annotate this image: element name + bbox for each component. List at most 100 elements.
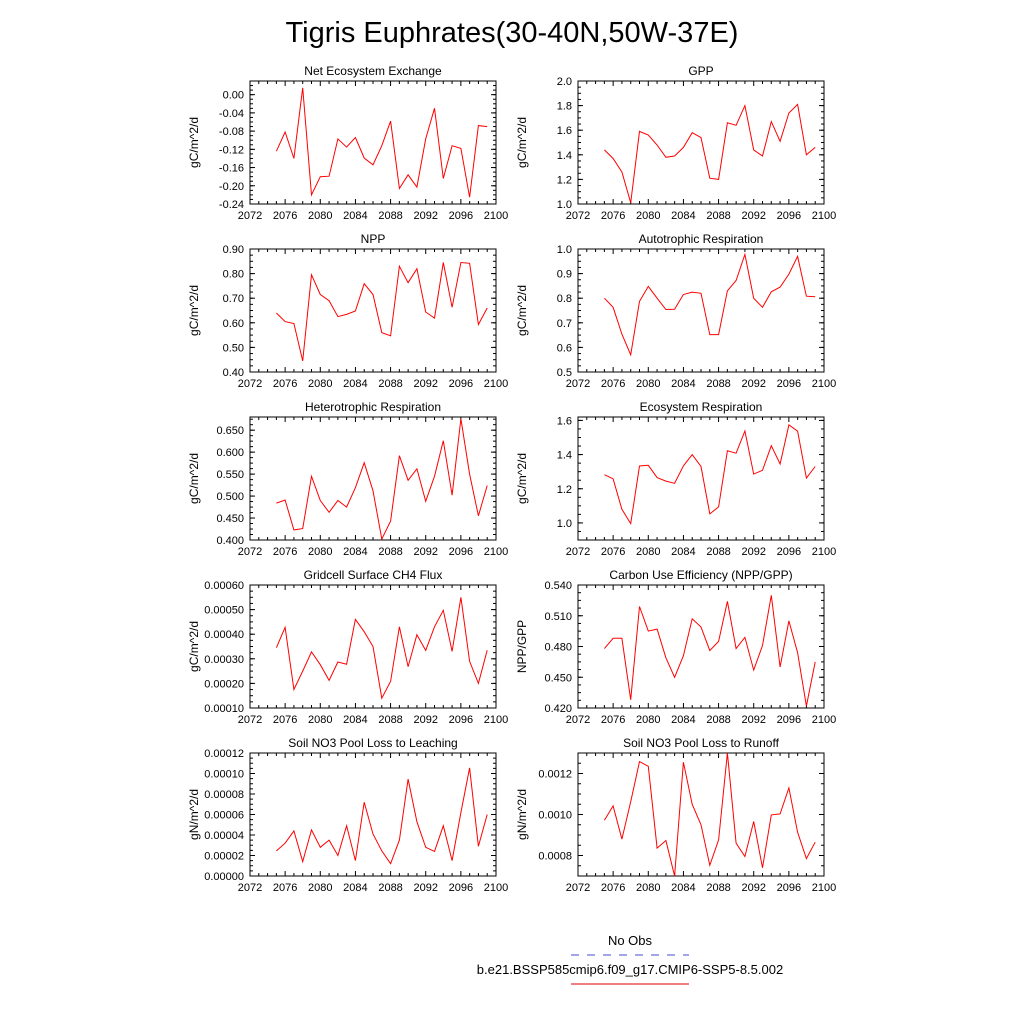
x-tick-label: 2080 [636,210,660,222]
y-tick-label: 0.450 [216,513,244,525]
x-tick-label: 2084 [671,714,695,726]
y-tick-label: -0.08 [219,126,244,138]
x-tick-label: 2080 [636,714,660,726]
panel-10: Soil NO3 Pool Loss to Runoff gN/m^2/d 2072… [515,736,836,894]
plot-frame [249,752,497,877]
y-tick-label: 0.00012 [204,748,244,760]
plot-frame [577,80,825,205]
x-tick-label: 2100 [484,210,508,222]
panel-title: Soil NO3 Pool Loss to Runoff [623,736,780,750]
x-tick-label: 2096 [777,210,801,222]
y-tick-label: 0.550 [216,469,244,481]
x-tick-label: 2076 [273,546,297,558]
y-tick-label: 0.00000 [204,871,244,883]
y-tick-label: 0.00010 [204,769,244,781]
x-tick-label: 2096 [449,714,473,726]
x-tick-label: 2088 [706,714,730,726]
y-tick-label: 1.0 [557,244,572,256]
panel-6: Ecosystem Respiration gC/m^2/d 2072 2076 208… [515,400,836,558]
x-tick-label: 2096 [777,546,801,558]
series-line [276,261,488,362]
y-tick-label: 0.00 [223,90,244,102]
x-tick-label: 2080 [636,546,660,558]
y-tick-label: 0.450 [544,672,572,684]
x-tick-label: 2080 [636,882,660,894]
x-tick-label: 2072 [238,210,262,222]
x-tick-label: 2084 [671,210,695,222]
x-tick-label: 2080 [308,378,332,390]
y-axis-label: gC/m^2/d [187,453,201,504]
y-tick-label: 0.540 [544,580,572,592]
x-tick-label: 2092 [413,882,437,894]
y-tick-label: 0.400 [216,535,244,547]
x-tick-label: 2072 [566,882,590,894]
y-tick-label: 0.00002 [204,851,244,863]
y-axis-label: gN/m^2/d [515,789,529,840]
x-tick-label: 2084 [671,378,695,390]
x-tick-label: 2100 [484,546,508,558]
x-tick-label: 2096 [449,546,473,558]
y-tick-label: -0.16 [219,163,244,175]
x-tick-label: 2072 [566,378,590,390]
y-tick-label: 0.90 [223,244,244,256]
x-tick-label: 2088 [378,714,402,726]
y-tick-label: 1.0 [557,518,572,530]
plot-frame [577,584,825,709]
x-tick-label: 2076 [273,378,297,390]
panel-title: Net Ecosystem Exchange [304,64,442,78]
y-tick-label: 0.00030 [204,654,244,666]
y-tick-label: 0.70 [223,293,244,305]
x-tick-label: 2084 [671,546,695,558]
y-tick-label: 0.6 [557,342,572,354]
x-tick-label: 2088 [378,210,402,222]
x-tick-label: 2092 [741,210,765,222]
panel-title: GPP [688,64,713,78]
y-tick-label: 1.0 [557,199,572,211]
panel-7: Gridcell Surface CH4 Flux gC/m^2/d 2072 207… [187,568,508,726]
y-tick-label: 0.9 [557,269,572,281]
panel-title: Ecosystem Respiration [640,400,763,414]
x-tick-label: 2076 [601,882,625,894]
series-line [276,418,488,541]
x-tick-label: 2080 [308,546,332,558]
y-tick-label: -0.24 [219,199,244,211]
series-line [275,87,488,198]
x-tick-label: 2080 [308,714,332,726]
x-tick-label: 2076 [601,546,625,558]
y-tick-label: 1.4 [557,450,572,462]
y-tick-label: 0.00020 [204,678,244,690]
y-tick-label: 1.2 [557,174,572,186]
y-tick-label: -0.12 [219,144,244,156]
x-tick-label: 2084 [671,882,695,894]
y-tick-label: 0.50 [223,342,244,354]
y-tick-label: 1.8 [557,101,572,113]
x-tick-label: 2072 [566,714,590,726]
x-tick-label: 2092 [741,378,765,390]
y-axis-label: gC/m^2/d [515,285,529,336]
panel-title: Gridcell Surface CH4 Flux [304,568,443,582]
series-line [604,424,816,526]
figure-title: Tigris Euphrates(30-40N,50W-37E) [286,17,739,49]
plot-frame [249,248,497,373]
x-tick-label: 2092 [413,546,437,558]
y-tick-label: 0.8 [557,293,572,305]
x-tick-label: 2096 [777,378,801,390]
y-tick-label: 0.5 [557,367,572,379]
x-tick-label: 2096 [449,882,473,894]
y-tick-label: 0.420 [544,703,572,715]
series-line [603,752,816,877]
series-line [276,767,488,865]
panel-1: Net Ecosystem Exchange gC/m^2/d 2072 2076 20… [187,64,508,222]
legend: No Obs b.e21.BSSP585cmip6.f09_g17.CMIP6-… [477,933,783,985]
x-tick-label: 2088 [706,882,730,894]
y-tick-label: 1.6 [557,415,572,427]
panel-title: Heterotrophic Respiration [305,400,441,414]
x-tick-label: 2080 [308,210,332,222]
y-tick-label: 0.00006 [204,810,244,822]
series-line [275,597,488,700]
legend-label-model: b.e21.BSSP585cmip6.f09_g17.CMIP6-SSP5-8.… [477,962,783,977]
x-tick-label: 2100 [812,546,836,558]
y-tick-label: 0.0010 [538,810,572,822]
plot-frame [577,248,825,373]
